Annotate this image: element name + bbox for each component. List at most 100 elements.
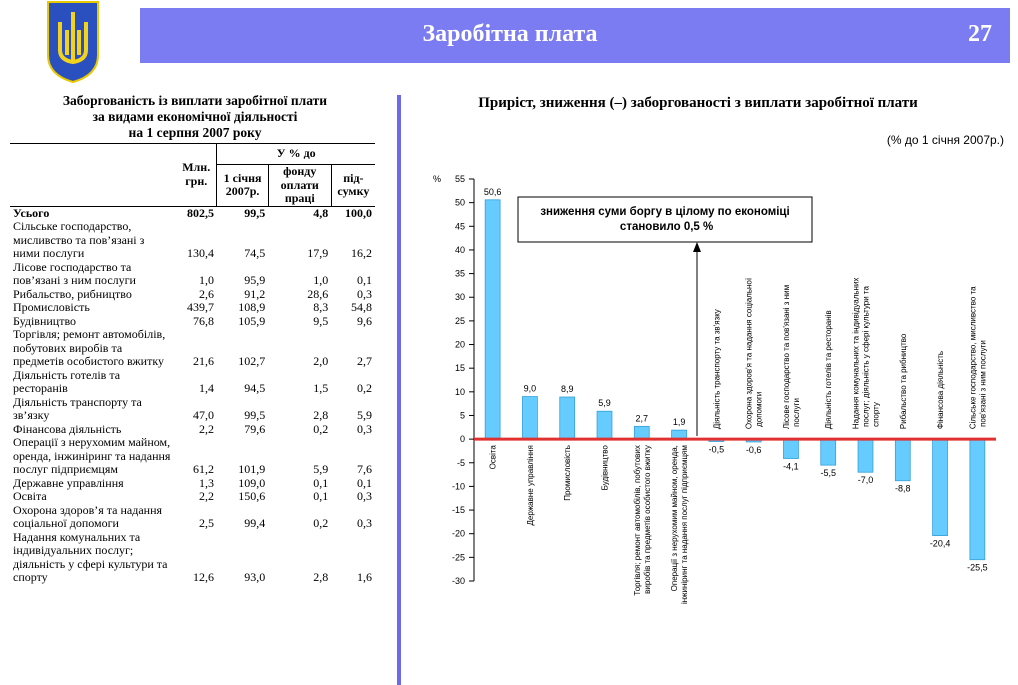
category-label-line: Державне управління xyxy=(526,445,535,525)
category-label-line: Охорона здоров'я та надання соціальної xyxy=(745,277,754,429)
table-label: Діяльність готелів та ресторанів xyxy=(13,367,121,395)
category-label-group: Охорона здоров'я та надання соціальної д… xyxy=(745,277,764,429)
chart-subtitle: (% до 1 січня 2007р.) xyxy=(887,133,1004,147)
table-title: Заборгованість із виплати заробітної пла… xyxy=(10,93,380,141)
y-tick-label: -25 xyxy=(452,552,465,562)
table-number: 61,2 xyxy=(192,462,214,476)
table-label: Торгівля; ремонт автомобілів, побутових … xyxy=(13,327,166,368)
y-label: % xyxy=(433,174,441,184)
table-number: 0,2 xyxy=(313,516,329,530)
y-tick-label: 50 xyxy=(455,198,465,208)
table-row: Промисловість 439,7 108,9 8,3 54,8 xyxy=(10,300,375,315)
category-label-group: Сільське господарство, мисливство та пов… xyxy=(968,286,987,429)
y-tick-label: 40 xyxy=(455,245,465,255)
table-number: 99,5 xyxy=(244,408,266,422)
table-number: 47,0 xyxy=(192,408,214,422)
table-number: 0,2 xyxy=(357,381,372,395)
category-label-line: Будівництво xyxy=(601,445,610,491)
trident xyxy=(58,12,88,65)
page-number: 27 xyxy=(968,21,992,47)
category-label-group: Державне управління xyxy=(526,445,535,525)
y-tick-label: -30 xyxy=(452,576,465,586)
category-label-line: Лісове господарство та пов'язані з ним xyxy=(782,285,791,429)
table-number: 2,7 xyxy=(357,354,372,368)
table-label: Діяльність транспорту та зв’язку xyxy=(13,394,142,422)
table-row: Державне управління 1,3 109,0 0,1 0,1 xyxy=(10,476,375,491)
table-label: Сільське господарство, мисливство та пов… xyxy=(13,219,145,260)
table-row: Діяльність готелів та ресторанів 1,4 94,5 1… xyxy=(10,367,375,396)
table-number: 439,7 xyxy=(186,300,214,314)
header-cell: 1 січня 2007р. xyxy=(216,164,269,206)
table-title-line: за видами економічної діяльності xyxy=(92,109,298,124)
bar xyxy=(969,438,986,561)
table-title-line: на 1 серпня 2007 року xyxy=(128,125,262,140)
table-label: Освіта xyxy=(13,489,47,503)
category-label-line: спорту xyxy=(872,402,881,429)
table-number: 5,9 xyxy=(357,408,372,422)
category-label: Освіта xyxy=(489,445,498,470)
table-number: 802,5 xyxy=(186,205,214,220)
table-number: 102,7 xyxy=(238,354,266,368)
category-label-line: послуг; діяльність у сфері культури та xyxy=(862,286,871,430)
header-cell: У % до xyxy=(216,143,375,165)
y-tick-label: 25 xyxy=(455,316,465,326)
table-row: Охорона здоров’я та надання соціальної д… xyxy=(10,503,375,531)
value-label: 9,0 xyxy=(524,384,537,394)
category-label-group: Рибальство та рибництво xyxy=(899,333,908,429)
value-label: 5,9 xyxy=(598,398,611,408)
y-tick-label: 20 xyxy=(455,340,465,350)
table-row: Освіта 2,2 150,6 0,1 0,3 xyxy=(10,489,375,504)
bar xyxy=(559,396,576,440)
bar xyxy=(857,438,874,473)
table-number: 2,8 xyxy=(313,408,329,422)
category-label-line: Торгівля; ремонт автомобілів, побутових xyxy=(633,445,642,595)
value-label: -8,8 xyxy=(895,484,911,494)
category-label-line: Рибальство та рибництво xyxy=(899,333,908,429)
table-label: Промисловість xyxy=(13,300,90,314)
category-label-line: Діяльність готелів та ресторанів xyxy=(824,310,833,429)
category-label-group: Діяльність готелів та ресторанів xyxy=(824,310,833,429)
value-label: -25,5 xyxy=(967,563,988,573)
header-cell: фонду оплати праці xyxy=(268,164,332,206)
table-number: 0,2 xyxy=(313,421,329,436)
table-number: 94,5 xyxy=(244,381,266,395)
table-number: 0,3 xyxy=(357,489,372,503)
value-label: -4,1 xyxy=(783,462,799,472)
table-number: 2,2 xyxy=(198,489,214,503)
y-tick-label: 45 xyxy=(455,221,465,231)
table-number: 28,6 xyxy=(307,286,329,301)
category-label-group: Фінансова діяльність xyxy=(936,351,945,429)
category-label-group: Лісове господарство та пов'язані з ним п… xyxy=(782,285,801,429)
table-number: 150,6 xyxy=(238,489,266,503)
category-label: Фінансова діяльність xyxy=(936,351,945,429)
table-number: 101,9 xyxy=(238,462,266,476)
category-label-line: інжиніринг та надання послуг підприємцям xyxy=(680,445,689,606)
table-number: 4,8 xyxy=(313,205,329,220)
annotation: зниження суми боргу в цілому по економіц… xyxy=(540,206,789,233)
table-number: 7,6 xyxy=(357,462,372,476)
table-label: Лісове господарство та пов’язані з ним п… xyxy=(13,259,136,287)
table-number: 0,3 xyxy=(357,516,372,530)
table-number: 130,4 xyxy=(186,246,214,260)
table-row: Будівництво 76,8 105,9 9,5 9,6 xyxy=(10,313,375,329)
table-number: 99,4 xyxy=(244,516,266,530)
value-label: 50,6 xyxy=(484,187,502,197)
table-number: 2,0 xyxy=(313,354,329,368)
value-label: -0,6 xyxy=(746,445,762,455)
table-number: 1,6 xyxy=(357,570,372,584)
table-label: Усього xyxy=(13,205,50,220)
table-label: Фінансова діяльність xyxy=(13,421,122,436)
table-label: Операції з нерухомим майном, оренда, інж… xyxy=(13,435,171,476)
value-label: 2,7 xyxy=(636,413,649,423)
table-number: 54,8 xyxy=(351,300,372,314)
bar xyxy=(932,438,948,536)
table-number: 79,6 xyxy=(244,421,266,436)
table-number: 9,5 xyxy=(313,313,329,328)
category-label: Діяльність готелів та ресторанів xyxy=(824,310,833,429)
category-label: Надання комунальних та індивідуальних по… xyxy=(852,278,881,430)
table-number: 93,0 xyxy=(244,570,266,584)
y-tick-label: 5 xyxy=(460,410,465,420)
table-row: Усього 802,5 99,5 4,8 100,0 xyxy=(10,206,375,220)
